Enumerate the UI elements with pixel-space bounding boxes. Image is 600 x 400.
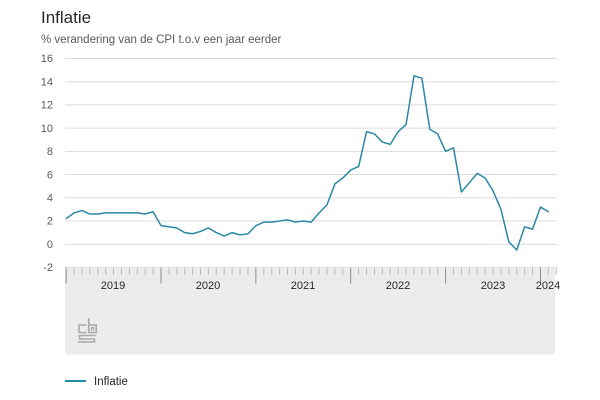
svg-text:2020: 2020 <box>196 280 220 292</box>
svg-text:0: 0 <box>47 239 53 251</box>
svg-text:2: 2 <box>47 216 53 228</box>
svg-text:-2: -2 <box>43 262 53 274</box>
svg-text:16: 16 <box>41 53 53 65</box>
svg-text:2024: 2024 <box>536 280 560 292</box>
svg-text:2022: 2022 <box>386 280 410 292</box>
svg-text:2021: 2021 <box>291 280 315 292</box>
svg-text:12: 12 <box>41 100 53 112</box>
svg-text:8: 8 <box>47 146 53 158</box>
svg-text:10: 10 <box>41 123 53 135</box>
svg-text:2023: 2023 <box>481 280 505 292</box>
svg-text:14: 14 <box>41 77 53 89</box>
svg-text:6: 6 <box>47 169 53 181</box>
svg-text:4: 4 <box>47 193 53 205</box>
svg-text:2019: 2019 <box>101 280 125 292</box>
